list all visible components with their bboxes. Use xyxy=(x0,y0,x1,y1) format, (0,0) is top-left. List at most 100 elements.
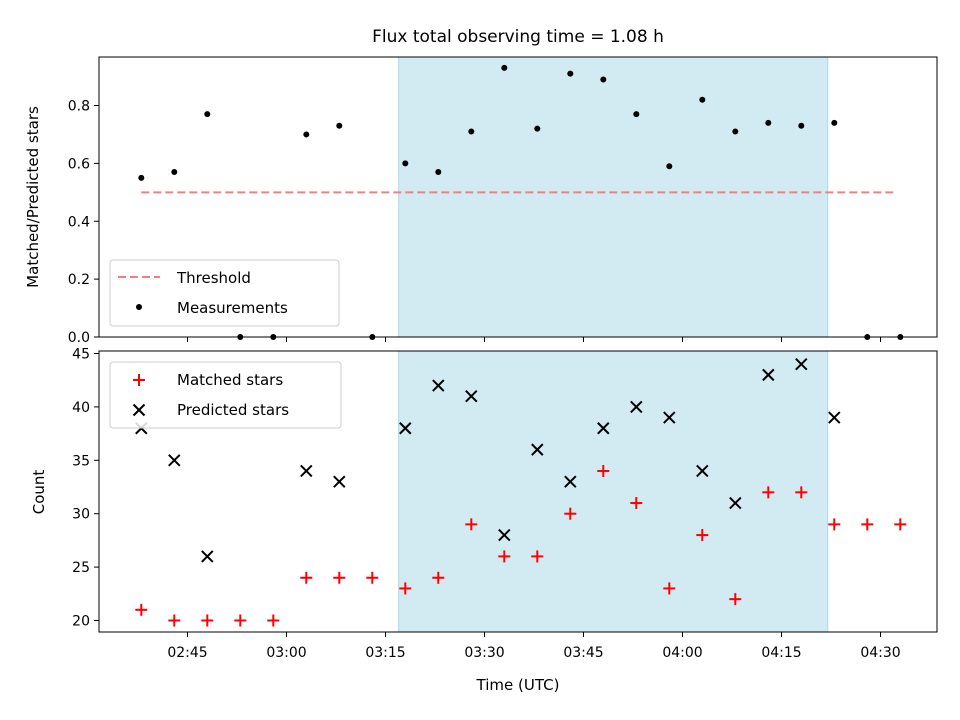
predicted-point xyxy=(597,422,610,435)
measurement-point xyxy=(171,169,178,176)
count-y-tick-label: 30 xyxy=(72,507,90,523)
matched-point xyxy=(630,497,643,510)
predicted-point-b xyxy=(432,379,445,392)
predicted-point xyxy=(729,496,742,510)
count-y-tick-label: 45 xyxy=(72,347,90,363)
ratio-y-axis-label: Matched/Predicted stars xyxy=(24,106,42,288)
predicted-point xyxy=(696,464,709,478)
legend-measurements-label: Measurements xyxy=(177,299,288,317)
chart-title: Flux total observing time = 1.08 h xyxy=(372,27,664,47)
measurement-point xyxy=(765,119,772,126)
count-x-tick-label: 03:00 xyxy=(266,645,306,661)
matched-point xyxy=(795,486,808,499)
predicted-point xyxy=(663,411,676,424)
count-x-tick-label: 03:30 xyxy=(464,645,504,661)
matched-point xyxy=(465,518,478,531)
matched-point xyxy=(729,593,742,606)
measurement-point xyxy=(633,111,640,118)
count-y-tick-label: 35 xyxy=(72,453,90,469)
predicted-point xyxy=(531,443,544,456)
predicted-point-b xyxy=(564,475,577,488)
matched-point xyxy=(564,507,577,520)
count-x-tick-label: 02:45 xyxy=(167,645,207,661)
predicted-point xyxy=(630,400,643,414)
legend-predicted-swatch xyxy=(132,403,146,417)
x-axis-label: Time (UTC) xyxy=(476,676,560,694)
predicted-point xyxy=(432,379,445,392)
legend-matched-swatch xyxy=(133,374,145,386)
measurement-point xyxy=(336,122,343,129)
legend-predicted-swatch-b xyxy=(132,403,146,417)
matched-point xyxy=(663,582,676,595)
matched-point xyxy=(894,518,907,531)
count-panel: 20 25 30 35 40 45 02:45 03:00 03:15 03:30 03:45 04:… xyxy=(72,347,938,661)
predicted-point-b xyxy=(168,454,181,467)
matched-point xyxy=(399,582,412,595)
measurement-point xyxy=(600,76,607,83)
predicted-point-b xyxy=(531,443,544,456)
matched-point xyxy=(498,550,511,563)
count-legend: Matched stars Predicted stars xyxy=(109,361,342,429)
ratio-y-tick-label: 0.0 xyxy=(68,330,90,346)
matched-point xyxy=(762,486,775,499)
measurement-point xyxy=(699,96,706,103)
predicted-point xyxy=(300,464,313,478)
ratio-shaded-interval xyxy=(398,56,829,338)
predicted-point-b xyxy=(696,464,709,478)
ratio-y-tick-label: 0.2 xyxy=(68,272,90,288)
measurement-point xyxy=(831,119,838,126)
measurement-point xyxy=(138,174,145,181)
predicted-point-b xyxy=(663,411,676,424)
matched-point xyxy=(432,571,445,584)
measurement-point xyxy=(501,64,508,71)
predicted-point xyxy=(168,454,181,467)
measurement-point xyxy=(798,122,805,129)
count-axes-frame xyxy=(98,350,938,633)
matched-point xyxy=(531,550,544,563)
predicted-point-b xyxy=(201,550,214,563)
matched-point xyxy=(135,603,148,616)
matched-point xyxy=(267,614,280,627)
legend-measurements-swatch xyxy=(136,304,142,310)
measurement-point xyxy=(567,70,574,77)
measurement-point xyxy=(666,163,673,170)
matched-point xyxy=(168,614,181,627)
matched-point xyxy=(861,518,874,531)
matched-point xyxy=(696,529,709,542)
measurement-point xyxy=(468,128,475,135)
ratio-panel: 0.0 0.2 0.4 0.6 0.8 Threshold Measurements xyxy=(68,56,938,346)
measurement-point xyxy=(534,125,541,132)
ratio-legend: Threshold Measurements xyxy=(109,259,340,327)
count-x-tick-label: 04:15 xyxy=(761,645,801,661)
measurement-point xyxy=(303,131,310,138)
ratio-y-tick-label: 0.8 xyxy=(68,99,90,115)
predicted-point-b xyxy=(465,390,478,403)
predicted-point-b xyxy=(399,422,412,435)
ratio-axes-frame xyxy=(98,56,938,338)
matched-point xyxy=(333,571,346,584)
predicted-point xyxy=(564,475,577,488)
count-y-tick-label: 25 xyxy=(72,560,90,576)
predicted-point xyxy=(828,411,841,424)
predicted-point-b xyxy=(762,368,775,382)
count-x-tick-label: 03:45 xyxy=(563,645,603,661)
predicted-point xyxy=(762,368,775,382)
matched-point xyxy=(366,571,379,584)
predicted-point-b xyxy=(630,400,643,414)
matched-point xyxy=(828,518,841,531)
predicted-point xyxy=(399,422,412,435)
predicted-point-b xyxy=(597,422,610,435)
predicted-point xyxy=(498,528,511,542)
count-x-tick-label: 04:00 xyxy=(662,645,702,661)
count-y-axis-label: Count xyxy=(30,470,48,515)
predicted-point-b xyxy=(300,464,313,478)
matched-point xyxy=(300,571,313,584)
count-legend-box xyxy=(109,361,342,429)
predicted-point xyxy=(333,475,346,488)
measurement-point xyxy=(402,160,409,167)
legend-matched-label: Matched stars xyxy=(177,371,283,389)
predicted-point-b xyxy=(795,357,808,371)
count-y-tick-label: 20 xyxy=(72,614,90,630)
matched-point xyxy=(201,614,214,627)
